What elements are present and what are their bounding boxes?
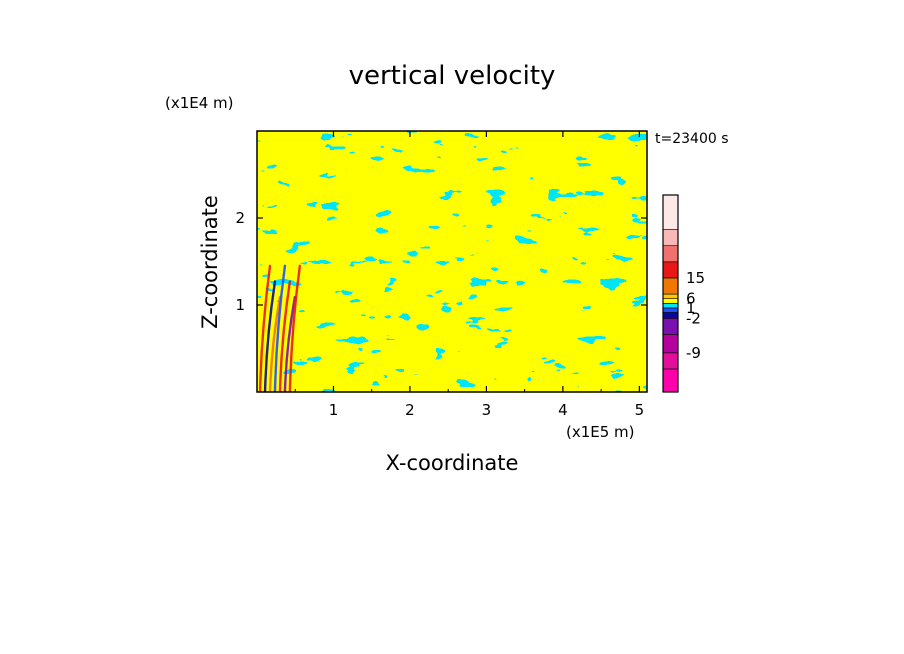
time-label: t=23400 s	[655, 131, 729, 147]
colorbar-level	[662, 229, 679, 246]
colorbar-level	[662, 293, 679, 299]
colorbar-level	[662, 317, 679, 335]
colorbar-level	[662, 194, 679, 230]
x-axis-label: X-coordinate	[386, 451, 519, 475]
x-tick-label: 4	[558, 401, 568, 419]
colorbar-level	[662, 277, 679, 295]
wave-streak	[268, 295, 282, 392]
y-tick-label: 1	[235, 296, 245, 314]
x-tick-label: 5	[635, 401, 645, 419]
wave-streak	[283, 295, 297, 392]
y-tick-label: 2	[235, 209, 245, 227]
chart-title: vertical velocity	[349, 61, 556, 91]
y-axis-ticks: 12	[235, 209, 647, 314]
colorbar-level	[662, 302, 679, 309]
colorbar-level	[662, 334, 679, 354]
colorbar-tick-label: 1	[686, 299, 696, 317]
colorbar-level	[662, 312, 679, 319]
wave-streak	[258, 264, 272, 392]
colorbar-level	[662, 352, 679, 370]
strong-wave-region	[258, 264, 302, 392]
colorbar-tick-label: 15	[686, 269, 705, 287]
wave-streak	[273, 264, 287, 392]
x-axis-unit: (x1E5 m)	[566, 423, 635, 441]
plot-frame	[256, 130, 648, 393]
y-axis-label: Z-coordinate	[198, 195, 222, 329]
x-tick-label: 3	[482, 401, 492, 419]
wave-streak	[278, 280, 292, 392]
colorbar-level	[662, 307, 679, 313]
colorbar-frame	[662, 194, 679, 393]
x-tick-label: 1	[329, 401, 339, 419]
colorbar-level	[662, 261, 679, 279]
x-axis-ticks: 1 2 3 4 5	[294, 131, 645, 419]
colorbar-level	[662, 245, 679, 263]
colorbar-tick-label: -9	[686, 344, 701, 362]
colorbar-tick-label: -2	[686, 309, 701, 327]
x-tick-label: 2	[405, 401, 415, 419]
plot-area	[257, 131, 647, 392]
colorbar: 15 61-2 -9	[662, 194, 705, 393]
colorbar-level	[662, 368, 679, 393]
wave-streak	[263, 280, 277, 392]
y-axis-unit: (x1E4 m)	[165, 94, 234, 112]
wave-streak	[288, 264, 302, 392]
colorbar-level	[662, 298, 679, 304]
negative-field	[257, 131, 647, 392]
colorbar-tick-label: 6	[686, 290, 696, 308]
